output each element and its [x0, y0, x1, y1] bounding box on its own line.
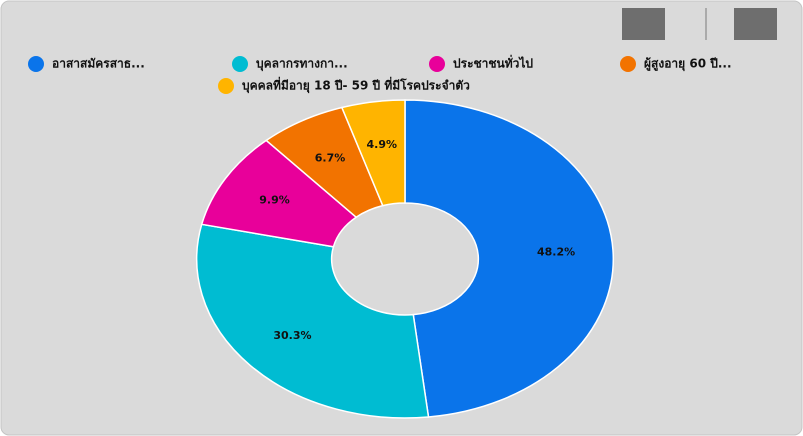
slice: [197, 224, 429, 418]
slice-label: 48.2%: [537, 245, 575, 258]
toolbar-button[interactable]: [622, 8, 665, 40]
slice-label: 6.7%: [315, 152, 346, 165]
legend-swatch: [28, 56, 44, 72]
legend-swatch: [218, 78, 234, 94]
slice-label: 4.9%: [367, 138, 398, 151]
legend-swatch: [620, 56, 636, 72]
donut: [197, 100, 614, 418]
slice-label: 30.3%: [273, 329, 311, 342]
slice-label: 9.9%: [259, 194, 290, 207]
legend-swatch: [232, 56, 248, 72]
legend-label: ประชาชนทั่วไป: [453, 55, 533, 71]
toolbar-button[interactable]: [734, 8, 777, 40]
legend-label: ผู้สูงอายุ 60 ปี...: [644, 57, 732, 72]
legend-label: อาสาสมัครสาธ...: [52, 57, 145, 71]
legend-swatch: [429, 56, 445, 72]
slice: [202, 140, 356, 246]
legend-label: บุคคลที่มีอายุ 18 ปี- 59 ปี ที่มีโรคประจ…: [242, 77, 470, 94]
slice: [342, 100, 405, 206]
slice: [405, 100, 613, 417]
legend-label: บุคลากรทางกา...: [256, 57, 348, 72]
